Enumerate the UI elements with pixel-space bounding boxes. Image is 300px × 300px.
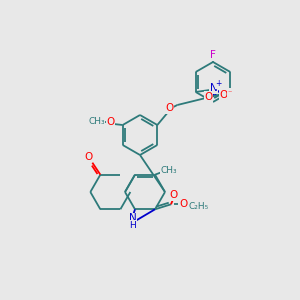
Text: N: N bbox=[210, 83, 218, 93]
Text: O: O bbox=[84, 152, 92, 162]
Text: F: F bbox=[210, 50, 216, 60]
Text: O: O bbox=[165, 103, 173, 113]
Text: O: O bbox=[170, 190, 178, 200]
Text: CH₃: CH₃ bbox=[161, 166, 177, 175]
Text: O: O bbox=[179, 199, 187, 209]
Text: O: O bbox=[106, 117, 115, 127]
Text: N: N bbox=[129, 213, 137, 223]
Text: C₂H₅: C₂H₅ bbox=[189, 202, 209, 211]
Text: O: O bbox=[220, 90, 228, 100]
Text: H: H bbox=[130, 221, 136, 230]
Text: ⁻: ⁻ bbox=[227, 88, 232, 98]
Text: CH₃: CH₃ bbox=[88, 118, 105, 127]
Text: O: O bbox=[205, 92, 213, 102]
Text: +: + bbox=[215, 80, 222, 88]
